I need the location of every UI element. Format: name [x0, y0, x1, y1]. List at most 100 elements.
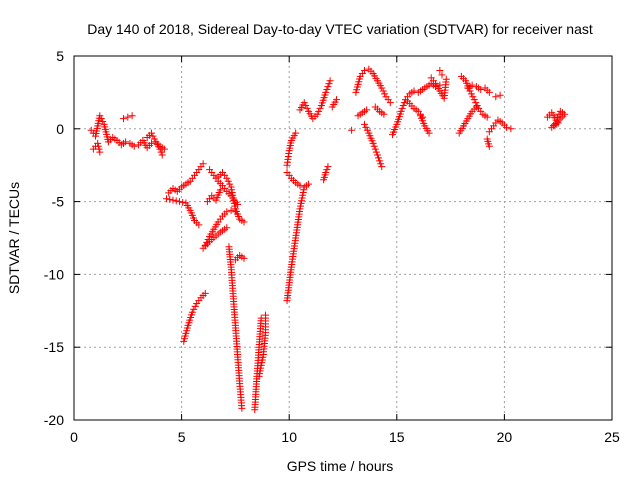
data-point	[470, 96, 478, 104]
data-point	[128, 112, 136, 120]
data-point	[157, 148, 165, 156]
data-point	[166, 195, 174, 203]
y-tick-label: -20	[44, 412, 64, 428]
data-point	[326, 77, 334, 85]
data-point	[96, 148, 104, 156]
data-point	[381, 90, 389, 98]
data-point	[147, 129, 155, 137]
data-point	[226, 180, 234, 188]
data-point	[376, 157, 384, 165]
plot-frame	[73, 55, 613, 421]
x-tick-label: 10	[281, 429, 297, 445]
data-point	[163, 195, 171, 203]
data-point	[195, 221, 203, 229]
data-point	[303, 104, 311, 112]
data-point	[172, 197, 180, 205]
data-point	[442, 75, 450, 83]
data-point	[191, 302, 199, 310]
data-point	[149, 132, 157, 140]
data-point	[483, 113, 491, 121]
data-point	[369, 139, 377, 147]
data-point	[316, 104, 324, 112]
y-tick-label: -5	[52, 194, 65, 210]
data-point	[362, 123, 370, 131]
data-point	[399, 102, 407, 110]
data-point	[370, 142, 378, 150]
data-point	[223, 208, 231, 216]
data-point	[122, 138, 130, 146]
data-point	[188, 308, 196, 316]
data-point	[473, 102, 481, 110]
x-tick-label: 20	[497, 429, 513, 445]
data-point	[324, 163, 332, 171]
y-tick-label: 5	[56, 48, 64, 64]
data-point	[96, 112, 104, 120]
data-point	[124, 113, 132, 121]
grid-lines	[74, 56, 612, 420]
data-point	[468, 81, 476, 89]
data-point	[169, 196, 177, 204]
data-point	[503, 123, 511, 131]
data-point	[147, 139, 155, 147]
data-point	[507, 125, 515, 133]
data-point	[179, 198, 187, 206]
data-point	[361, 120, 369, 128]
x-tick-label: 0	[70, 429, 78, 445]
data-point	[373, 151, 381, 159]
data-point	[99, 118, 107, 126]
data-point	[379, 87, 387, 95]
data-point	[398, 104, 406, 112]
data-point	[472, 99, 480, 107]
data-point	[380, 110, 388, 118]
data-point	[361, 67, 369, 75]
data-point	[313, 110, 321, 118]
chart-title: Day 140 of 2018, Sidereal Day-to-day VTE…	[87, 21, 593, 37]
data-point	[400, 99, 408, 107]
y-tick-label: -15	[44, 339, 64, 355]
data-point	[216, 186, 224, 194]
data-point	[315, 107, 323, 115]
x-tick-label: 15	[389, 429, 405, 445]
data-point	[240, 218, 248, 226]
data-point	[371, 145, 379, 153]
data-point	[485, 142, 493, 150]
data-point	[372, 148, 380, 156]
data-point	[94, 142, 102, 150]
data-point	[375, 154, 383, 162]
data-point	[156, 145, 164, 153]
data-point	[223, 224, 231, 232]
data-point	[95, 145, 103, 153]
data-point	[292, 129, 300, 137]
axis-ticks: 0 5 10 15 20 25 -20 -15 -10 -5 0 5	[44, 48, 620, 445]
data-point	[150, 135, 158, 143]
data-point	[477, 85, 485, 93]
data-point	[94, 139, 102, 147]
data-point	[467, 90, 475, 98]
data-point	[158, 151, 166, 159]
data-point	[300, 99, 308, 107]
data-point	[469, 93, 477, 101]
x-axis-title: GPS time / hours	[287, 458, 394, 474]
data-points	[87, 65, 569, 414]
data-point	[485, 88, 493, 96]
data-point	[190, 305, 198, 313]
data-point	[436, 67, 444, 75]
data-point	[378, 84, 386, 92]
y-tick-label: 0	[56, 121, 64, 137]
data-point	[199, 160, 207, 168]
data-point	[438, 71, 446, 79]
x-tick-label: 25	[604, 429, 620, 445]
data-point	[386, 99, 394, 107]
data-point	[554, 119, 562, 127]
data-point	[175, 198, 183, 206]
data-point	[333, 96, 341, 104]
data-point	[496, 91, 504, 99]
data-point	[323, 166, 331, 174]
data-point	[410, 87, 418, 95]
data-point	[324, 83, 332, 91]
data-point	[425, 129, 433, 137]
data-point	[363, 126, 371, 134]
data-point	[97, 115, 105, 123]
data-point	[227, 206, 235, 214]
data-point	[130, 142, 138, 150]
